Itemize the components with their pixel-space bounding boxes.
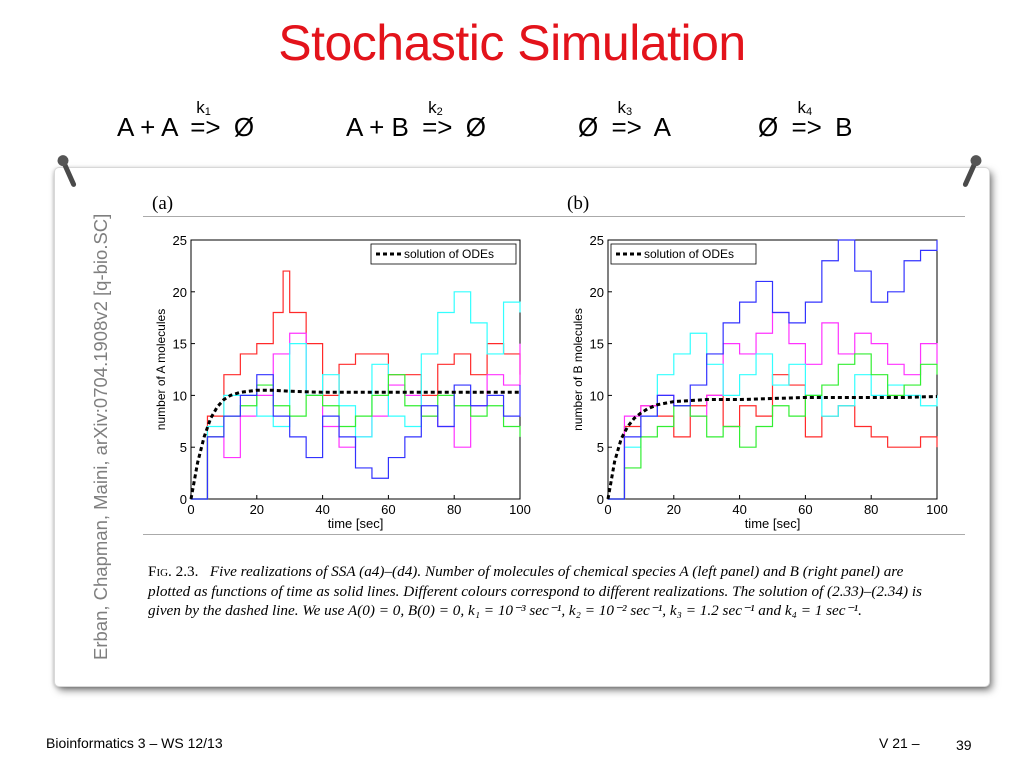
series-group (606, 239, 938, 500)
reaction-arrow: => (611, 112, 642, 142)
x-tick-label: 0 (187, 502, 194, 517)
y-axis-label: number of B molecules (571, 308, 585, 431)
reaction-3: Ø k3 => A (578, 98, 671, 143)
reaction-arrow: => (791, 112, 822, 142)
series-group (189, 270, 521, 500)
y-axis-label: number of A molecules (154, 309, 168, 430)
legend-label: solution of ODEs (404, 247, 494, 261)
y-tick-label: 15 (590, 337, 604, 352)
side-citation: Erban, Chapman, Maini, arXiv:0704.1908v2… (90, 213, 111, 660)
x-tick-label: 80 (864, 502, 878, 517)
reaction-lhs: Ø (758, 112, 779, 142)
y-tick-label: 25 (173, 233, 187, 248)
footer-course: Bioinformatics 3 – WS 12/13 (46, 735, 223, 751)
ode-solution-line (189, 388, 520, 500)
y-tick-label: 5 (180, 440, 187, 455)
y-tick-label: 15 (173, 337, 187, 352)
panel-label-b: (b) (567, 193, 590, 214)
y-tick-label: 10 (590, 388, 604, 403)
panel-label-a: (a) (152, 193, 174, 214)
slide-title: Stochastic Simulation (278, 15, 746, 71)
x-tick-label: 20 (667, 502, 681, 517)
legend-box (610, 243, 757, 265)
legend-label: solution of ODEs (644, 247, 734, 261)
reaction-arrow: => (422, 112, 453, 142)
x-tick-label: 80 (447, 502, 461, 517)
x-tick-label: 40 (732, 502, 746, 517)
y-tick-label: 0 (597, 492, 604, 507)
ode-solution-line (606, 394, 938, 500)
reaction-2: A + B k2 => Ø (346, 98, 486, 143)
reaction-lhs: A + A (117, 112, 178, 142)
x-tick-label: 100 (926, 502, 948, 517)
reaction-lhs: Ø (578, 112, 599, 142)
series-line-1 (191, 270, 521, 500)
figure-caption: Fig. 2.3. Five realizations of SSA (a4)–… (148, 562, 948, 621)
rate-constant: k4 (797, 98, 813, 118)
series-line-4 (191, 374, 521, 500)
caption-figure-number: Fig. 2.3. (148, 563, 199, 580)
y-tick-label: 25 (590, 233, 604, 248)
reaction-rhs: A (653, 112, 671, 142)
figure-top-rule (143, 216, 965, 217)
series-line-5 (191, 374, 521, 500)
figure-bottom-rule (143, 534, 965, 535)
x-axis-label: time [sec] (745, 516, 801, 531)
rate-constant: k2 (428, 98, 443, 118)
footer-version: V 21 – (879, 735, 920, 751)
reaction-lhs: A + B (346, 112, 409, 142)
x-tick-label: 100 (509, 502, 531, 517)
caption-text: Five realizations of SSA (a4)–(d4). Numb… (148, 563, 922, 619)
x-tick-label: 0 (604, 502, 611, 517)
x-tick-label: 60 (381, 502, 395, 517)
y-tick-label: 10 (173, 388, 187, 403)
legend-box (370, 243, 517, 265)
x-axis-label: time [sec] (328, 516, 384, 531)
reaction-4: Ø k4 => B (758, 98, 853, 143)
reaction-rhs: Ø (465, 112, 486, 142)
reaction-1: A + A k1 => Ø (117, 98, 255, 143)
x-tick-label: 60 (798, 502, 812, 517)
x-tick-label: 20 (250, 502, 264, 517)
reaction-arrow: => (190, 112, 221, 142)
y-tick-label: 20 (173, 285, 187, 300)
series-line-5 (608, 239, 938, 500)
series-line-1 (608, 374, 938, 500)
y-tick-label: 5 (597, 440, 604, 455)
y-tick-label: 0 (180, 492, 187, 507)
rate-constant: k1 (196, 98, 211, 118)
rate-constant: k3 (617, 98, 633, 118)
chart-panel-b: 0 20 40 60 80 100 0 5 10 15 20 25 time [sec] number o… (571, 233, 948, 531)
x-tick-label: 40 (315, 502, 329, 517)
chart-panel-a: 0 20 40 60 80 100 0 5 10 15 20 25 time [sec] number o… (154, 233, 531, 531)
y-tick-label: 20 (590, 285, 604, 300)
reaction-rhs: Ø (233, 112, 255, 142)
reaction-rhs: B (835, 112, 853, 142)
series-line-4 (608, 353, 938, 500)
footer-page-number: 39 (956, 737, 972, 753)
